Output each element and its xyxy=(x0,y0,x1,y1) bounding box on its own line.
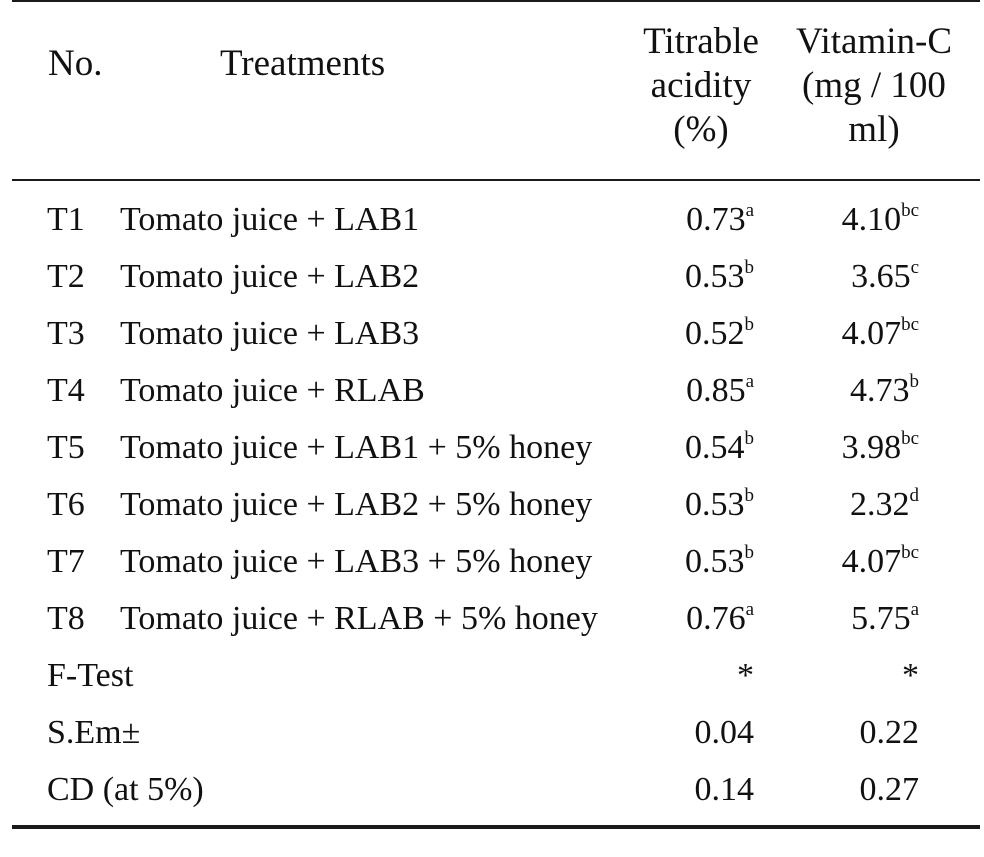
row-acidity: 0.53b xyxy=(685,542,754,587)
vitc-significance: d xyxy=(909,485,920,506)
acidity-value: 0.54 xyxy=(685,429,745,466)
row-no: T4 xyxy=(47,372,85,409)
table-row: T4 Tomato juice + RLAB 0.85a 4.73b xyxy=(0,371,984,428)
stat-vitamin-c: 0.22 xyxy=(859,714,920,751)
vitc-value: 5.75 xyxy=(851,600,911,637)
row-acidity: 0.53b xyxy=(685,485,754,530)
stat-acidity: 0.04 xyxy=(694,714,755,751)
acidity-significance: b xyxy=(744,257,755,278)
acidity-significance: b xyxy=(744,542,755,563)
vitc-significance: bc xyxy=(901,314,919,335)
row-vitamin-c: 4.07bc xyxy=(842,314,919,359)
row-no: T1 xyxy=(47,201,85,238)
row-acidity: 0.52b xyxy=(685,314,754,359)
table-header-rule xyxy=(12,179,980,181)
vitc-value: 3.98 xyxy=(841,429,902,466)
row-treatment: Tomato juice + LAB1 + 5% honey xyxy=(120,429,593,466)
acidity-value: 0.53 xyxy=(685,258,745,295)
stat-acidity: * xyxy=(737,657,754,694)
acidity-significance: b xyxy=(744,314,755,335)
table-row: T3 Tomato juice + LAB3 0.52b 4.07bc xyxy=(0,314,984,371)
acidity-value: 0.85 xyxy=(686,372,746,409)
stat-row-f-test: F-Test * * xyxy=(0,656,984,713)
stat-label: S.Em± xyxy=(47,714,141,751)
header-acidity: Titrable acidity (%) xyxy=(632,20,770,152)
vitc-value: 4.73 xyxy=(850,372,910,409)
acidity-value: 0.52 xyxy=(685,315,745,352)
vitc-value: 4.07 xyxy=(841,315,902,352)
table-row: T2 Tomato juice + LAB2 0.53b 3.65c xyxy=(0,257,984,314)
vitc-significance: b xyxy=(909,371,920,392)
acidity-significance: a xyxy=(745,371,754,392)
row-treatment: Tomato juice + LAB3 + 5% honey xyxy=(120,543,593,580)
acidity-significance: b xyxy=(744,428,755,449)
acidity-significance: a xyxy=(745,599,754,620)
row-acidity: 0.53b xyxy=(685,257,754,302)
vitc-value: 3.65 xyxy=(851,258,911,295)
vitc-value: 4.10 xyxy=(841,201,902,238)
row-treatment: Tomato juice + LAB3 xyxy=(120,315,420,352)
row-no: T6 xyxy=(47,486,85,523)
row-vitamin-c: 2.32d xyxy=(850,485,919,530)
row-no: T5 xyxy=(47,429,85,466)
header-vitc-line-3: ml) xyxy=(848,109,900,150)
table-row: T6 Tomato juice + LAB2 + 5% honey 0.53b … xyxy=(0,485,984,542)
vitc-significance: bc xyxy=(901,428,919,449)
acidity-significance: a xyxy=(745,200,754,221)
vitc-value: 4.07 xyxy=(841,543,902,580)
table-top-rule xyxy=(12,0,980,2)
stat-label: F-Test xyxy=(47,657,134,694)
row-treatment: Tomato juice + RLAB + 5% honey xyxy=(120,600,598,637)
table-bottom-rule xyxy=(12,825,980,829)
table-row: T1 Tomato juice + LAB1 0.73a 4.10bc xyxy=(0,200,984,257)
stat-row-sem: S.Em± 0.04 0.22 xyxy=(0,713,984,770)
header-vitc-line-2: (mg / 100 xyxy=(802,65,946,106)
stat-vitamin-c: 0.27 xyxy=(859,771,920,808)
header-acidity-line-2: acidity xyxy=(650,65,752,106)
acidity-significance: b xyxy=(744,485,755,506)
table-row: T5 Tomato juice + LAB1 + 5% honey 0.54b … xyxy=(0,428,984,485)
row-vitamin-c: 3.65c xyxy=(851,257,919,302)
vitc-significance: bc xyxy=(901,542,919,563)
acidity-value: 0.53 xyxy=(685,486,745,523)
header-vitc-line-1: Vitamin-C xyxy=(795,21,953,62)
table-row: T8 Tomato juice + RLAB + 5% honey 0.76a … xyxy=(0,599,984,656)
header-vitamin-c: Vitamin-C (mg / 100 ml) xyxy=(778,20,970,152)
stat-label: CD (at 5%) xyxy=(47,771,204,808)
row-vitamin-c: 5.75a xyxy=(851,599,919,644)
row-treatment: Tomato juice + LAB2 xyxy=(120,258,420,295)
header-acidity-line-1: Titrable xyxy=(643,21,759,62)
acidity-value: 0.76 xyxy=(686,600,746,637)
row-no: T2 xyxy=(47,258,85,295)
vitc-significance: a xyxy=(910,599,919,620)
row-no: T8 xyxy=(47,600,85,637)
row-acidity: 0.85a xyxy=(686,371,754,416)
row-no: T3 xyxy=(47,315,85,352)
stat-acidity: 0.14 xyxy=(694,771,755,808)
stat-vitamin-c: * xyxy=(902,657,919,694)
header-acidity-line-3: (%) xyxy=(673,109,729,150)
row-treatment: Tomato juice + LAB2 + 5% honey xyxy=(120,486,593,523)
row-no: T7 xyxy=(47,543,85,580)
row-acidity: 0.54b xyxy=(685,428,754,473)
table-row: T7 Tomato juice + LAB3 + 5% honey 0.53b … xyxy=(0,542,984,599)
row-acidity: 0.76a xyxy=(686,599,754,644)
row-vitamin-c: 4.10bc xyxy=(842,200,919,245)
row-acidity: 0.73a xyxy=(686,200,754,245)
vitc-significance: bc xyxy=(901,200,919,221)
row-vitamin-c: 4.07bc xyxy=(842,542,919,587)
acidity-value: 0.73 xyxy=(686,201,746,238)
row-vitamin-c: 3.98bc xyxy=(842,428,919,473)
header-no: No. xyxy=(48,43,103,84)
row-treatment: Tomato juice + RLAB xyxy=(120,372,425,409)
header-treatments: Treatments xyxy=(220,43,386,84)
vitc-value: 2.32 xyxy=(850,486,910,523)
acidity-value: 0.53 xyxy=(685,543,745,580)
row-vitamin-c: 4.73b xyxy=(850,371,919,416)
row-treatment: Tomato juice + LAB1 xyxy=(120,201,420,238)
stat-row-cd: CD (at 5%) 0.14 0.27 xyxy=(0,770,984,827)
vitc-significance: c xyxy=(910,257,919,278)
